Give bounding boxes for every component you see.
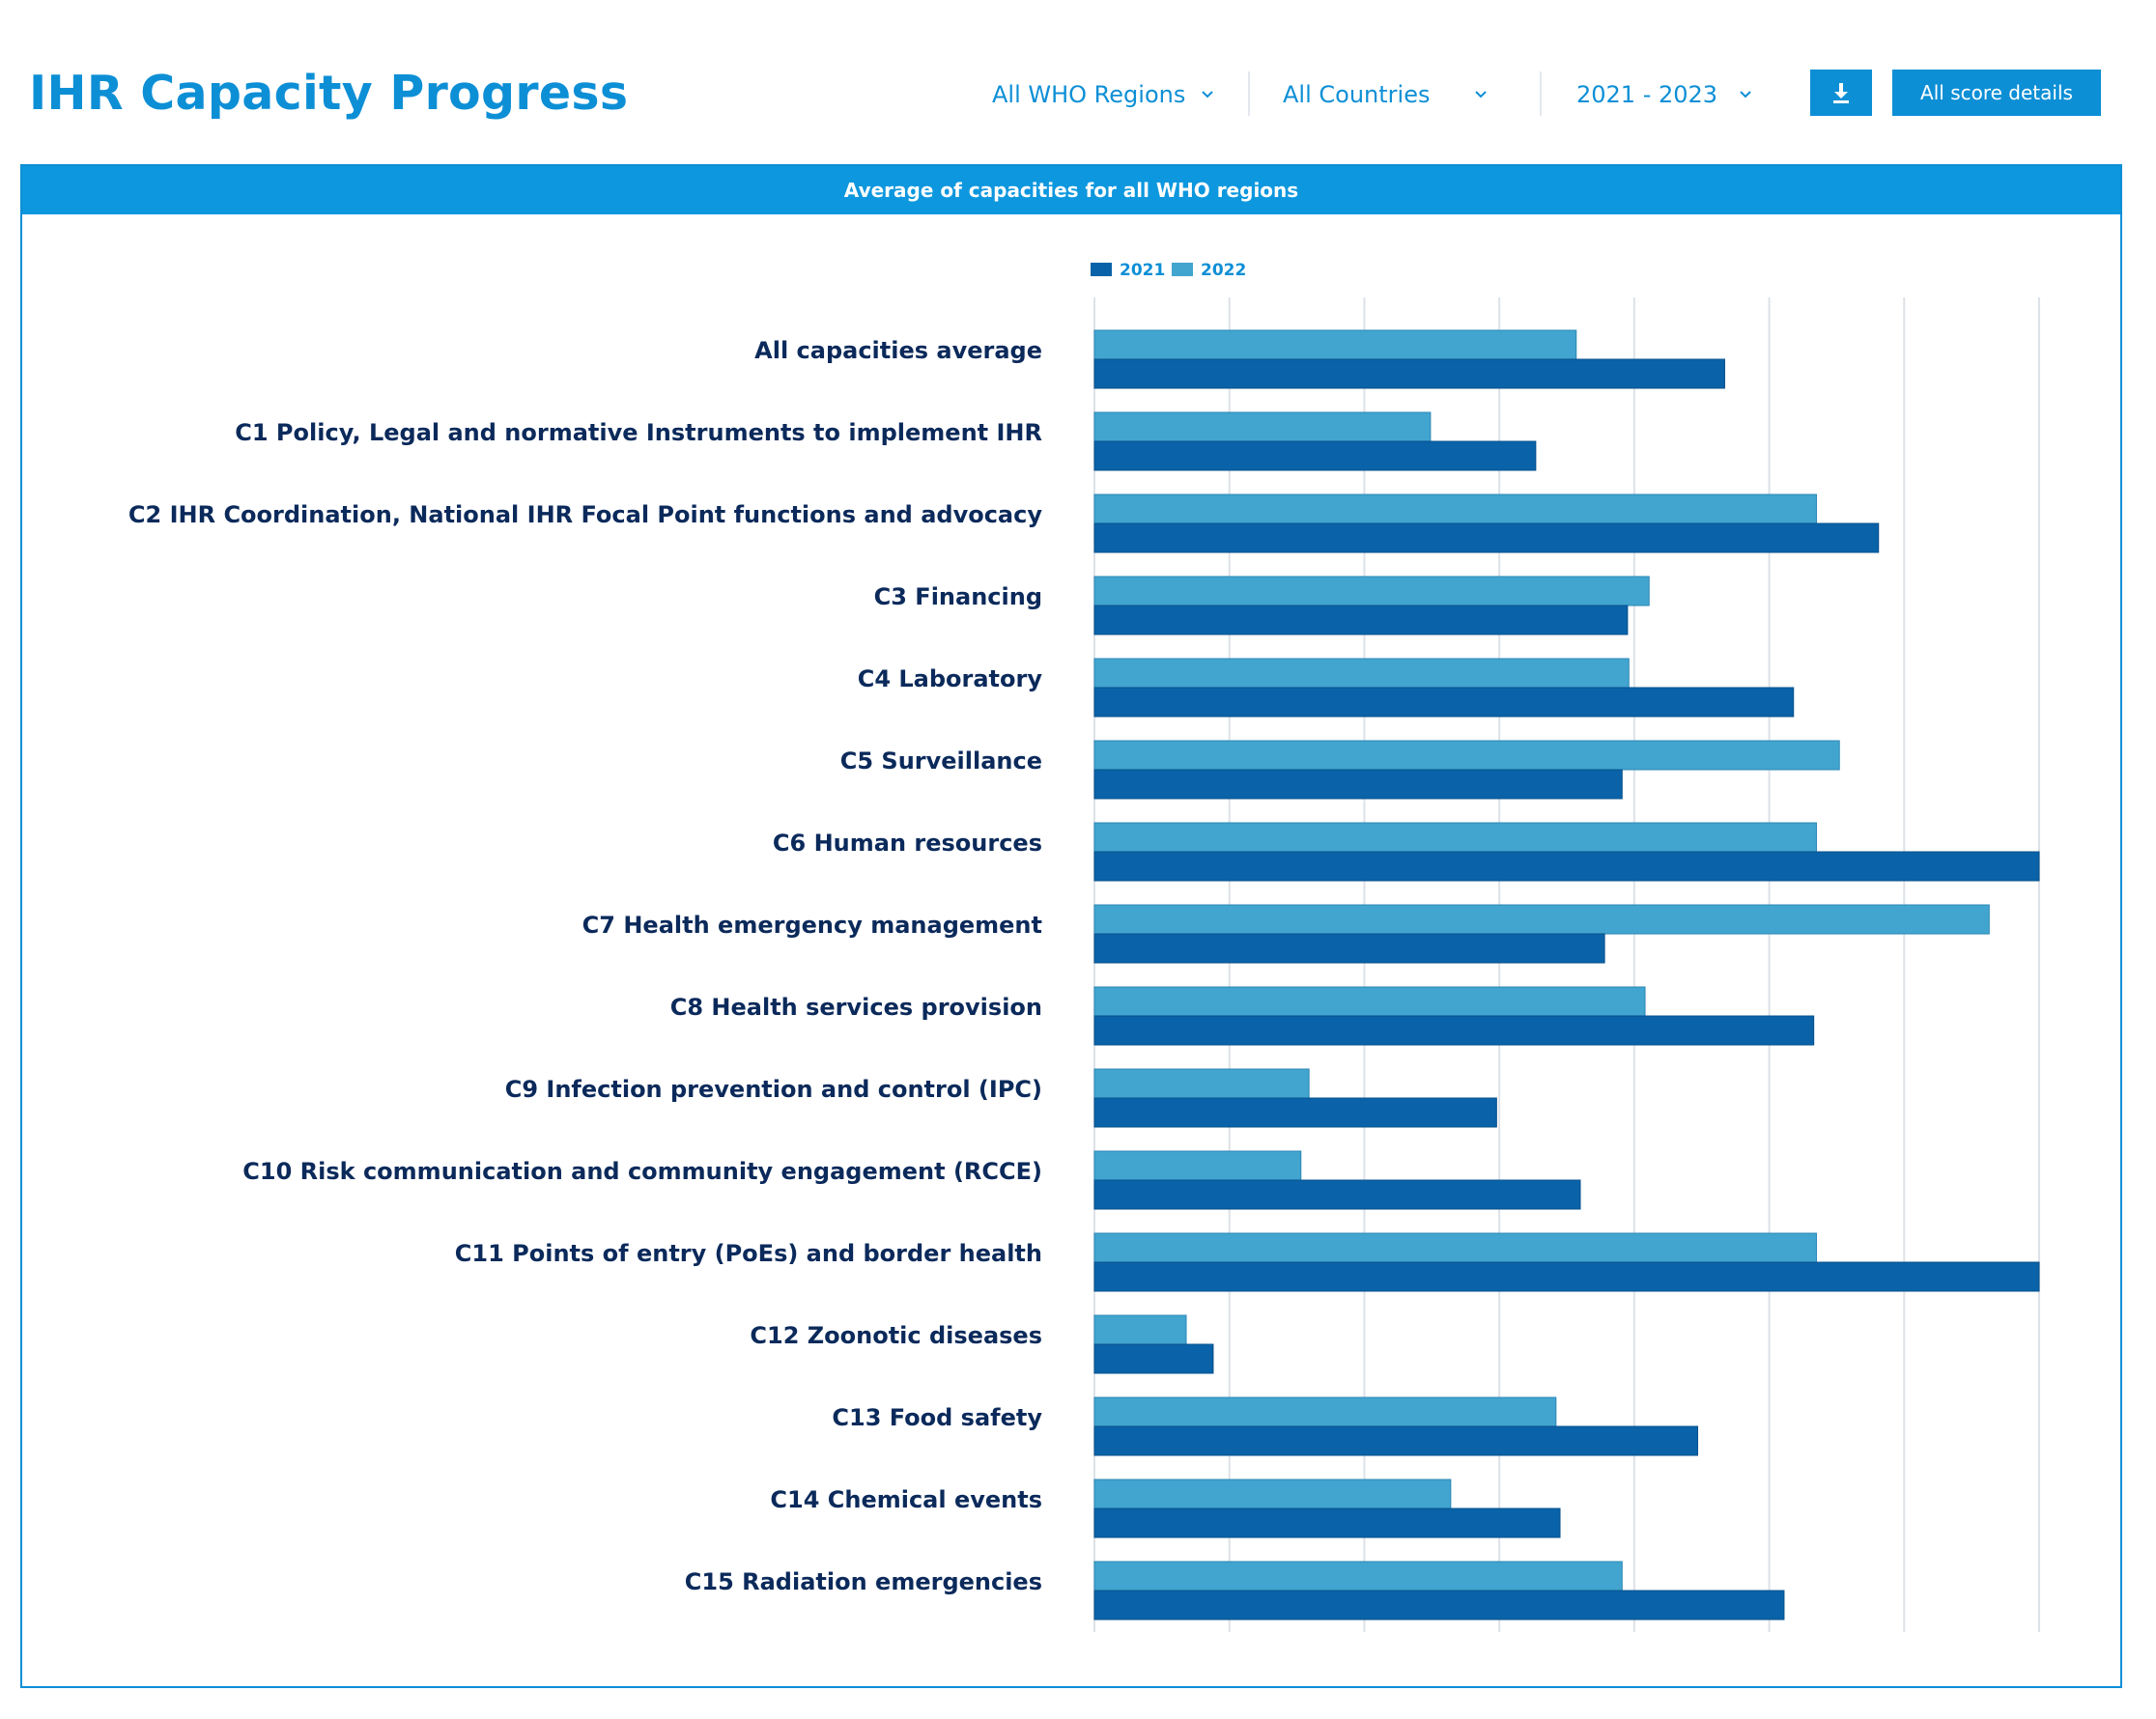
legend-label-2021: 2021 [1120,261,1165,280]
download-icon [1829,80,1854,105]
bar-2021 [1094,606,1628,634]
bar-2022 [1094,905,1989,934]
bar-2021 [1094,852,2039,881]
category-label: C10 Risk communication and community eng… [242,1158,1042,1185]
category-label: C2 IHR Coordination, National IHR Focal … [128,501,1042,528]
bar-2021 [1094,1591,1784,1620]
bar-2021 [1094,770,1622,799]
bar-2022 [1094,1151,1301,1180]
chevron-down-icon [1472,86,1489,103]
bar-2022 [1094,412,1431,441]
bar-2021 [1094,1180,1580,1209]
category-label: C3 Financing [874,583,1042,610]
bar-2022 [1094,1069,1309,1098]
bar-2021 [1094,1508,1560,1537]
download-button[interactable] [1810,70,1872,116]
category-label: C13 Food safety [832,1404,1042,1431]
filter-divider [1540,71,1542,116]
bar-2022 [1094,659,1629,688]
country-filter-label: All Countries [1283,81,1430,108]
bar-2022 [1094,1397,1556,1426]
page-title: IHR Capacity Progress [29,66,628,121]
legend-label-2022: 2022 [1201,261,1246,280]
legend-swatch-2021 [1091,263,1112,276]
category-label: C9 Infection prevention and control (IPC… [505,1076,1042,1103]
filter-divider [1248,71,1250,116]
bar-2022 [1094,1315,1186,1344]
category-label: C8 Health services provision [670,994,1042,1021]
chevron-down-icon [1737,86,1754,103]
bar-2022 [1094,330,1576,359]
bar-2022 [1094,987,1645,1016]
country-filter-dropdown[interactable]: All Countries [1283,75,1489,114]
category-label: C5 Surveillance [840,747,1042,775]
bar-2022 [1094,741,1839,770]
bar-2022 [1094,1479,1451,1508]
year-range-label: 2021 - 2023 [1576,81,1717,108]
category-label: C7 Health emergency management [582,912,1042,939]
chart-panel: Average of capacities for all WHO region… [20,164,2122,1688]
header-bar: IHR Capacity Progress All WHO Regions Al… [0,0,2156,164]
bar-2021 [1094,523,1879,552]
category-label: C14 Chemical events [770,1486,1042,1513]
bar-2022 [1094,577,1649,606]
bar-2021 [1094,1262,2039,1291]
bar-2021 [1094,1426,1698,1455]
legend-swatch-2022 [1172,263,1193,276]
category-label: C11 Points of entry (PoEs) and border he… [455,1240,1042,1267]
bar-2022 [1094,1233,1816,1262]
category-label: All capacities average [754,337,1042,364]
bar-2021 [1094,1098,1496,1127]
year-range-dropdown[interactable]: 2021 - 2023 [1576,75,1754,114]
bar-2021 [1094,359,1724,388]
bar-2022 [1094,494,1816,523]
bar-2021 [1094,441,1536,470]
region-filter-dropdown[interactable]: All WHO Regions [992,75,1216,114]
chevron-down-icon [1199,86,1216,103]
category-label: C12 Zoonotic diseases [750,1322,1042,1349]
bar-2021 [1094,1016,1814,1045]
category-label: C4 Laboratory [858,665,1043,692]
bar-2021 [1094,688,1794,717]
category-label: C6 Human resources [773,830,1042,857]
category-label: C1 Policy, Legal and normative Instrumen… [235,419,1042,446]
bar-2022 [1094,823,1816,852]
bar-2021 [1094,1344,1213,1373]
bar-2022 [1094,1562,1622,1591]
category-label: C15 Radiation emergencies [685,1568,1042,1595]
capacity-bar-chart: 2021 2022 All capacities average C1 Policy,… [22,166,2120,1686]
all-score-details-button[interactable]: All score details [1892,70,2101,116]
bar-2021 [1094,934,1604,963]
region-filter-label: All WHO Regions [992,81,1185,108]
